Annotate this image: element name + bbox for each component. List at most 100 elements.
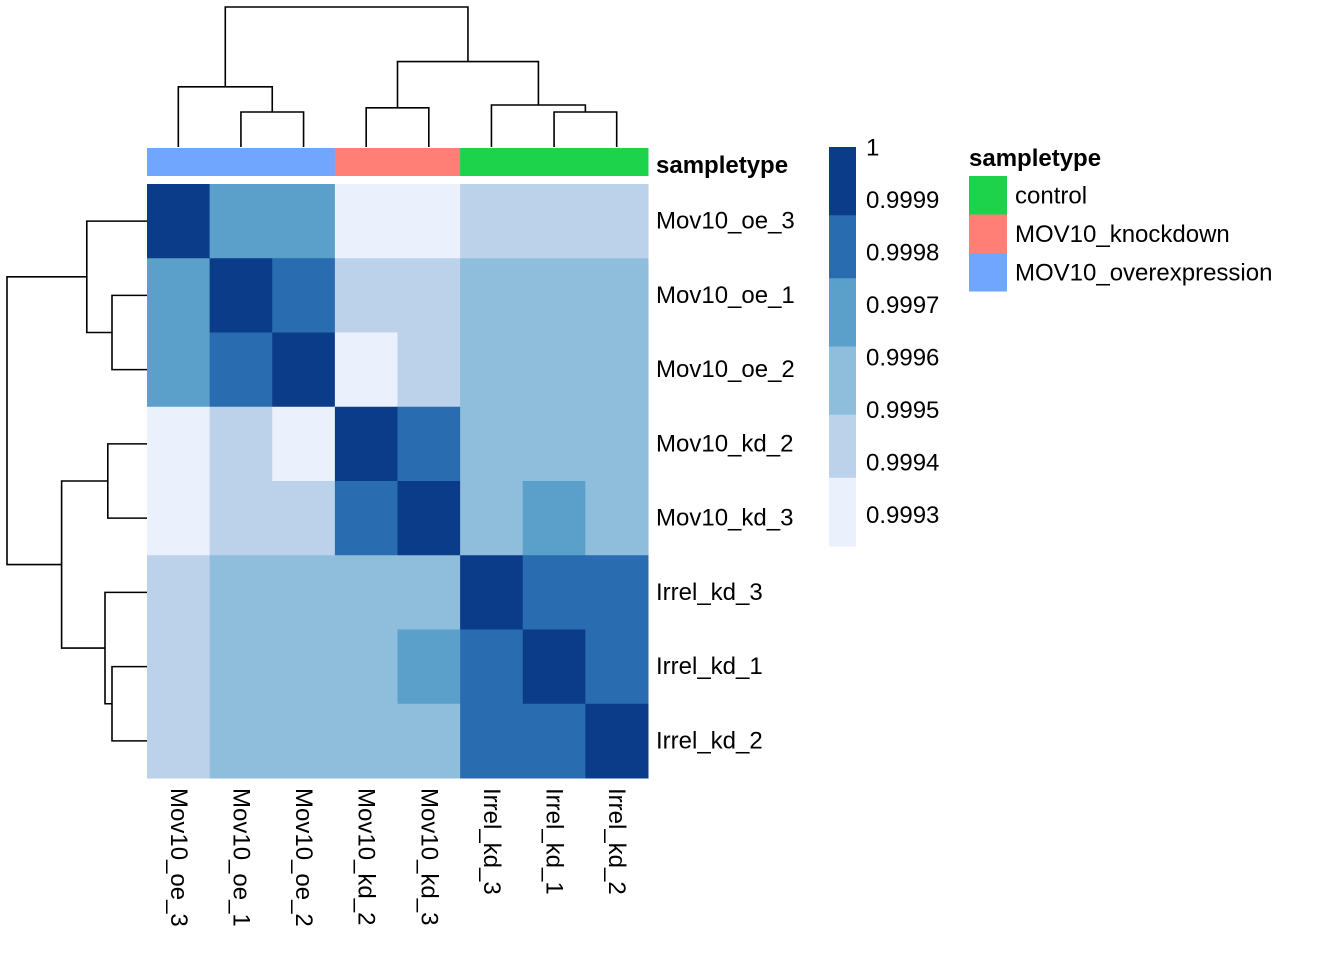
row-label: Mov10_kd_2 (656, 430, 793, 457)
heatmap-cell (147, 184, 211, 259)
heatmap-cell (334, 629, 398, 705)
heatmap-cell (272, 258, 336, 333)
color-scale-band (829, 414, 856, 479)
column-label: Mov10_kd_2 (353, 788, 380, 925)
annotation-cell (585, 148, 649, 176)
column-labels: Mov10_oe_3 Mov10_oe_1 Mov10_oe_2 Mov10_kd_2… (165, 788, 630, 927)
row-label: Mov10_oe_1 (656, 282, 795, 309)
annotation-cell (334, 148, 398, 176)
column-label: Irrel_kd_2 (603, 788, 630, 895)
heatmap-cell (334, 332, 398, 408)
dendrogram-branch (86, 220, 147, 334)
color-scale-label: 0.9994 (866, 450, 939, 477)
color-scale-label: 0.9996 (866, 345, 939, 372)
annotation-cell (460, 148, 524, 176)
heatmap-cell (272, 481, 336, 556)
heatmap-cell (397, 258, 461, 333)
row-label: Mov10_oe_3 (656, 208, 795, 235)
color-scale-label: 1 (866, 135, 879, 162)
heatmap-cell (272, 184, 336, 259)
color-scale-band (829, 346, 856, 416)
color-scale-band (829, 477, 856, 547)
heatmap-cell (460, 258, 524, 333)
row-dendrogram (6, 220, 147, 742)
annotation-legend-swatch (969, 176, 1007, 215)
annotation-cell (397, 148, 461, 176)
heatmap-cell (209, 555, 273, 630)
heatmap-cell (397, 481, 461, 556)
heatmap-cell (522, 629, 586, 705)
heatmap-cell (460, 184, 524, 259)
heatmap-cell (147, 481, 211, 556)
heatmap-cell (147, 629, 211, 705)
heatmap-cell (147, 406, 211, 482)
color-scale-band (829, 215, 856, 279)
dendrogram-branch (107, 443, 147, 519)
heatmap-cell (209, 258, 273, 333)
heatmap-cell (585, 703, 649, 779)
dendrogram-branch (224, 6, 469, 87)
column-dendrogram (177, 6, 618, 147)
annotation-legend-label: MOV10_overexpression (1015, 260, 1272, 287)
legend-title: sampletype (969, 145, 1101, 172)
color-scale-label: 0.9999 (866, 187, 939, 214)
heatmap-cell (397, 332, 461, 408)
heatmap-cell (272, 332, 336, 408)
heatmap-cell (522, 406, 586, 482)
annotation-title: sampletype (656, 152, 788, 179)
column-label: Irrel_kd_3 (478, 788, 505, 895)
dendrogram-branch (6, 276, 87, 566)
dendrogram-branch (553, 111, 618, 147)
heatmap-cell (522, 703, 586, 779)
heatmap-cell (460, 332, 524, 408)
heatmap-cell (272, 629, 336, 705)
color-scale-band (829, 278, 856, 347)
annotation-cell (209, 148, 273, 176)
heatmap-cell (334, 258, 398, 333)
heatmap-cell (272, 406, 336, 482)
heatmap-cell (585, 184, 649, 259)
heatmap-cell (460, 406, 524, 482)
heatmap-cell (147, 332, 211, 408)
heatmap-cell (585, 406, 649, 482)
heatmap-cell (460, 481, 524, 556)
color-scale-band (829, 147, 856, 216)
annotation-legend-swatch (969, 214, 1007, 253)
heatmap-cell (272, 555, 336, 630)
heatmap-cell (397, 703, 461, 779)
color-scale-legend: 1 0.9999 0.9998 0.9997 0.9996 0.9995 0.9994 0.9… (829, 135, 939, 547)
heatmap-cell (334, 555, 398, 630)
heatmap-cell (585, 332, 649, 408)
column-label: Mov10_kd_3 (415, 788, 442, 925)
column-label: Irrel_kd_1 (541, 788, 568, 895)
row-label: Irrel_kd_2 (656, 727, 763, 754)
heatmap-cell (522, 258, 586, 333)
heatmap-cell (585, 629, 649, 705)
heatmap-cell (585, 258, 649, 333)
heatmap-cell (334, 481, 398, 556)
heatmap-cell (209, 332, 273, 408)
heatmap-cell (209, 481, 273, 556)
heatmap-cell (460, 555, 524, 630)
heatmap-cell (209, 703, 273, 779)
heatmap-cell (334, 703, 398, 779)
dendrogram-branch (240, 111, 305, 147)
dendrogram-branch (365, 107, 430, 147)
row-label: Irrel_kd_1 (656, 653, 763, 680)
heatmap-cell (334, 406, 398, 482)
annotation-legend: control MOV10_knockdown MOV10_overexpressi… (969, 176, 1272, 292)
annotation-legend-label: MOV10_knockdown (1015, 221, 1230, 248)
heatmap-cells (147, 184, 649, 779)
heatmap-cell (522, 184, 586, 259)
heatmap-cell (397, 555, 461, 630)
color-scale-label: 0.9998 (866, 240, 939, 267)
heatmap-cell (147, 258, 211, 333)
dendrogram-branch (60, 480, 108, 649)
heatmap-cell (147, 703, 211, 779)
annotation-cell (147, 148, 211, 176)
heatmap-cell (397, 629, 461, 705)
dendrogram-branch (396, 60, 540, 108)
dendrogram-branch (177, 86, 274, 147)
heatmap-cell (209, 184, 273, 259)
column-label: Mov10_oe_1 (227, 788, 254, 927)
